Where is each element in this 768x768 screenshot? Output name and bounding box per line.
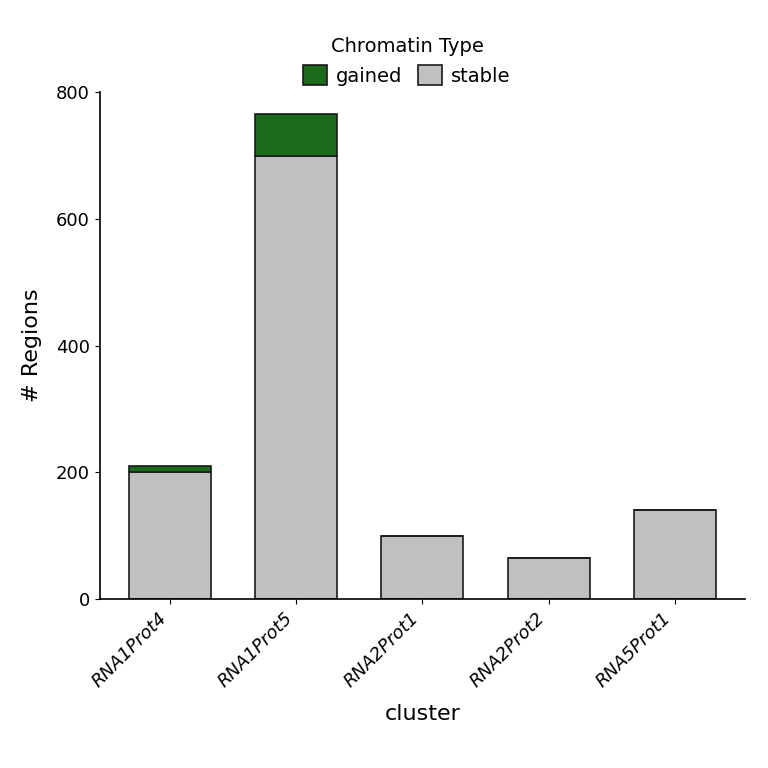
Bar: [129, 472, 211, 599]
Bar: [255, 155, 337, 599]
Bar: [255, 114, 337, 155]
X-axis label: cluster: cluster: [385, 704, 460, 724]
Legend: gained, stable: gained, stable: [296, 29, 518, 94]
Bar: [508, 558, 590, 599]
Bar: [634, 511, 716, 599]
Bar: [129, 466, 211, 472]
Bar: [382, 536, 463, 599]
Y-axis label: # Regions: # Regions: [22, 289, 42, 402]
